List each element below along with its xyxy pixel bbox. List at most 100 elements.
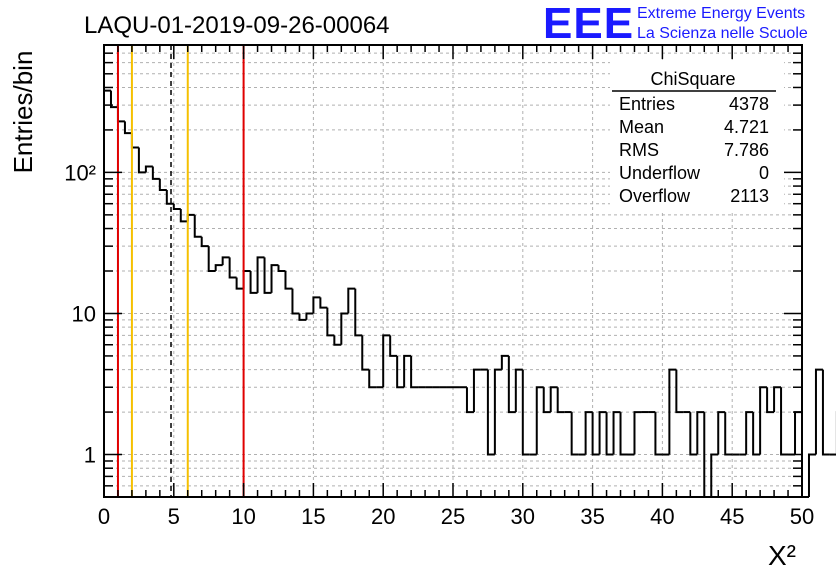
histogram-bin <box>486 369 495 456</box>
stats-label: Mean <box>619 117 664 137</box>
y-tick-label: 10 <box>72 301 96 326</box>
stats-value: 0 <box>759 163 769 183</box>
stats-value: 4.721 <box>724 117 769 137</box>
histogram-bin <box>256 256 265 293</box>
x-tick-label: 50 <box>790 504 814 529</box>
stats-label: Entries <box>619 94 675 114</box>
histogram-bin <box>333 335 342 346</box>
stats-value: 4378 <box>729 94 769 114</box>
histogram-bin <box>472 368 481 413</box>
y-tick-label: 1 <box>84 443 96 468</box>
histogram-bin <box>221 256 230 266</box>
histogram-bin <box>263 257 272 294</box>
histogram-bin <box>298 313 307 321</box>
eee-logo: EEE <box>543 0 634 48</box>
x-tick-label: 5 <box>168 504 180 529</box>
y-axis-label: Entries/bin <box>8 51 38 174</box>
histogram-bin <box>172 203 181 211</box>
histogram-bin <box>584 411 593 455</box>
run-title: LAQU-01-2019-09-26-00064 <box>84 12 390 39</box>
histogram-bin <box>598 411 607 455</box>
histogram-bin <box>696 411 705 455</box>
histogram-bin <box>745 411 754 455</box>
histogram-bin <box>410 355 419 389</box>
stats-label: RMS <box>619 140 659 160</box>
logo-line-1: Extreme Energy Events <box>637 5 805 22</box>
x-axis: 0 5 10 15 20 25 30 35 40 45 50 <box>98 45 814 529</box>
histogram-bin <box>556 387 565 414</box>
logo-line-2: La Scienza nelle Scuole <box>637 25 808 42</box>
histogram-bin <box>780 387 789 456</box>
histogram-bin <box>717 411 726 455</box>
histogram-bin <box>382 334 391 388</box>
histogram-bin <box>116 107 125 123</box>
histogram-bin <box>633 411 642 455</box>
histogram-bin <box>500 354 509 370</box>
histogram-bin <box>766 387 775 414</box>
histogram-bin <box>710 453 719 497</box>
histogram-bin <box>605 412 614 456</box>
histogram-bin <box>214 264 223 271</box>
histogram-bin <box>675 369 684 414</box>
x-tick-label: 10 <box>231 504 255 529</box>
x-tick-label: 25 <box>441 504 465 529</box>
histogram-bin <box>186 213 195 222</box>
histogram-bin <box>514 368 523 413</box>
histogram-bin <box>277 265 286 272</box>
histogram-bin <box>507 355 516 414</box>
histogram-bin <box>752 412 761 456</box>
histogram-bin <box>801 412 809 498</box>
x-tick-label: 40 <box>650 504 674 529</box>
histogram-bin <box>542 387 551 414</box>
histogram-bin <box>591 412 600 456</box>
stats-title: ChiSquare <box>650 69 735 89</box>
histogram-bin <box>354 288 363 337</box>
histogram-bin <box>389 335 398 357</box>
histogram-bin <box>368 369 377 389</box>
histogram-bin <box>326 307 335 337</box>
histogram-bin <box>535 386 544 455</box>
histogram-bin <box>109 90 118 109</box>
grid <box>104 45 802 497</box>
x-tick-label: 45 <box>720 504 744 529</box>
histogram-bin <box>465 387 474 414</box>
x-tick-label: 20 <box>371 504 395 529</box>
histogram-bin <box>193 214 202 238</box>
stats-value: 7.786 <box>724 140 769 160</box>
histogram-bin <box>773 386 782 413</box>
histogram-bin <box>312 296 321 314</box>
histogram-bin <box>668 368 677 455</box>
histogram-bin <box>549 386 558 413</box>
stats-box-background <box>610 60 784 210</box>
histogram-bin <box>137 147 146 174</box>
histogram-bin <box>242 270 251 289</box>
histogram-bin <box>270 264 279 293</box>
histogram-bin <box>570 412 579 456</box>
histogram-bin <box>689 412 698 456</box>
histogram-bin <box>807 453 816 497</box>
histogram-bin <box>228 257 237 279</box>
y-axis: 1 10 10² <box>64 44 802 498</box>
histogram-bin <box>235 277 244 290</box>
histogram-bin <box>165 190 174 205</box>
histogram-bin <box>291 288 300 315</box>
reference-lines <box>116 45 245 497</box>
histogram-bin <box>724 412 733 456</box>
histogram-bin <box>619 412 628 456</box>
stats-box: ChiSquare Entries 4378 Mean 4.721 RMS 7.786 Un… <box>610 60 784 210</box>
stats-label: Underflow <box>619 163 701 183</box>
stats-rows: Entries 4378 Mean 4.721 RMS 7.786 Underflow 0 Ov… <box>619 94 769 206</box>
x-tick-label: 30 <box>511 504 535 529</box>
y-tick-label: 10² <box>64 160 96 185</box>
histogram-bin <box>612 411 621 455</box>
histogram-bin <box>794 411 802 455</box>
histogram-bin <box>207 246 216 272</box>
histogram-bin <box>305 312 314 320</box>
histogram-bin <box>284 271 293 290</box>
histogram-bin <box>654 412 663 456</box>
histogram-bin <box>340 312 349 345</box>
histogram-bin <box>103 89 111 497</box>
histogram-bin <box>493 368 502 455</box>
